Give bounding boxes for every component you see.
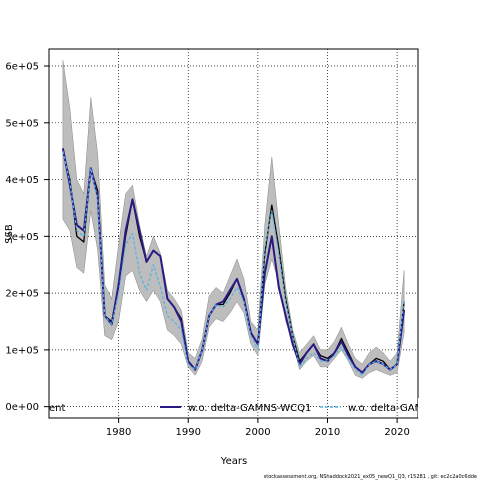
y-tick-label-4: 4e+05 [5,175,39,186]
y-axis-title: SSB [4,224,15,244]
legend-entry-1-label: w.o. delta-GAMNS-WCQ1 [188,403,311,414]
y-tick-label-1: 1e+05 [5,345,39,356]
y-tick-label-5: 5e+05 [5,118,39,129]
y-tick-label-2: 2e+05 [5,289,39,300]
y-tick-label-0: 0e+00 [5,402,39,413]
confidence-band [62,60,405,379]
plot-frame [48,48,419,419]
y-axis: 0e+00 1e+05 2e+05 3e+05 4e+05 5e+05 6e+05 [5,62,49,413]
legend: ent w.o. delta-GAMNS-WCQ1 w.o. delta-GAM [49,398,480,418]
legend-entry-0-label: ent [49,403,65,414]
x-axis-title: Years [220,456,247,467]
legend-clip [418,398,480,418]
y-tick-label-3: 3e+05 [5,232,39,243]
confidence-band-area [62,60,405,379]
x-tick-label-3: 2010 [315,427,340,438]
series-line-2 [62,151,405,376]
y-tick-label-6: 6e+05 [5,62,39,73]
footnote: stockassessment.org, NShaddock2021_ex05_… [264,474,477,480]
series-lines [61,148,406,376]
series-line-1 [61,148,406,374]
x-tick-label-1: 1990 [176,427,201,438]
legend-entry-2-label: w.o. delta-GAM [348,403,423,414]
x-axis: 1980 1990 2000 2010 2020 [106,418,410,438]
x-tick-label-0: 1980 [106,427,131,438]
x-tick-label-4: 2020 [384,427,409,438]
x-tick-label-2: 2000 [245,427,270,438]
